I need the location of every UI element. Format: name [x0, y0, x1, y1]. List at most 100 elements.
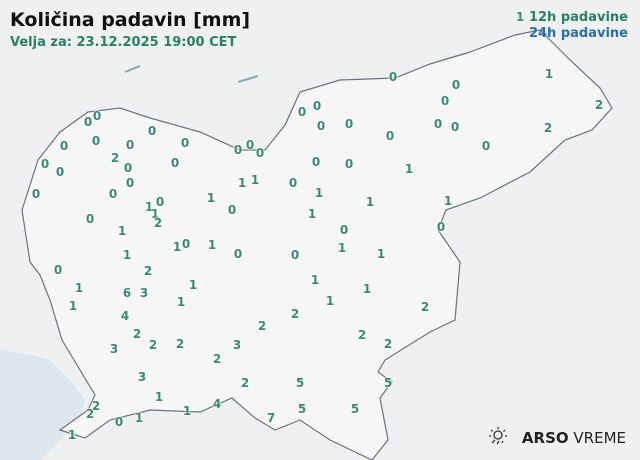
station-precip-label: 0 — [290, 248, 300, 262]
brand-light: VREME — [573, 429, 626, 447]
station-precip-label: 0 — [125, 138, 135, 152]
station-precip-label: 0 — [114, 415, 124, 429]
station-precip-label: 0 — [108, 187, 118, 201]
station-precip-label: 6 — [122, 286, 132, 300]
station-precip-label: 1 — [144, 200, 154, 214]
station-precip-label: 0 — [147, 124, 157, 138]
station-precip-label: 1 — [117, 224, 127, 238]
station-precip-label: 2 — [153, 216, 163, 230]
station-precip-label: 0 — [344, 117, 354, 131]
map-title: Količina padavin [mm] — [10, 9, 251, 31]
station-precip-label: 0 — [255, 146, 265, 160]
station-precip-label: 0 — [92, 109, 102, 123]
station-precip-label: 1 — [188, 278, 198, 292]
station-precip-label: 0 — [288, 176, 298, 190]
station-precip-label: 0 — [451, 78, 461, 92]
station-precip-label: 5 — [297, 402, 307, 416]
station-precip-label: 1 — [376, 247, 386, 261]
station-precip-label: 0 — [31, 187, 41, 201]
station-precip-label: 0 — [440, 94, 450, 108]
station-precip-label: 1 — [443, 194, 453, 208]
station-precip-label: 1 — [172, 240, 182, 254]
station-precip-label: 0 — [55, 165, 65, 179]
lake — [237, 75, 259, 83]
station-precip-label: 2 — [420, 300, 430, 314]
station-precip-label: 0 — [436, 220, 446, 234]
station-precip-label: 2 — [110, 151, 120, 165]
station-precip-label: 1 — [154, 390, 164, 404]
station-precip-label: 4 — [212, 397, 222, 411]
station-precip-label: 0 — [59, 139, 69, 153]
station-precip-label: 1 — [515, 10, 525, 24]
station-precip-label: 4 — [120, 309, 130, 323]
station-precip-label: 5 — [383, 376, 393, 390]
station-precip-label: 1 — [150, 207, 160, 221]
station-precip-label: 1 — [68, 299, 78, 313]
station-precip-label: 2 — [132, 327, 142, 341]
station-precip-label: 3 — [109, 342, 119, 356]
station-precip-label: 0 — [339, 223, 349, 237]
lake — [124, 65, 141, 73]
station-precip-label: 3 — [232, 338, 242, 352]
station-precip-label: 0 — [245, 138, 255, 152]
station-precip-label: 0 — [40, 157, 50, 171]
station-precip-label: 2 — [148, 338, 158, 352]
station-precip-label: 1 — [544, 67, 554, 81]
station-precip-label: 1 — [207, 238, 217, 252]
station-precip-label: 0 — [433, 117, 443, 131]
station-precip-label: 0 — [233, 247, 243, 261]
station-precip-label: 5 — [295, 376, 305, 390]
station-precip-label: 1 — [182, 404, 192, 418]
station-precip-label: 2 — [143, 264, 153, 278]
station-precip-label: 2 — [357, 328, 367, 342]
station-precip-label: 0 — [53, 263, 63, 277]
legend-12h: 12h padavine — [528, 10, 628, 25]
station-precip-label: 2 — [290, 307, 300, 321]
station-precip-label: 0 — [85, 212, 95, 226]
station-precip-label: 1 — [176, 295, 186, 309]
station-precip-label: 2 — [543, 121, 553, 135]
station-precip-label: 1 — [67, 428, 77, 442]
station-precip-label: 1 — [307, 207, 317, 221]
station-precip-label: 2 — [91, 399, 101, 413]
station-precip-label: 2 — [175, 337, 185, 351]
legend: 12h padavine 24h padavine — [529, 10, 628, 42]
station-precip-label: 2 — [85, 407, 95, 421]
station-precip-label: 0 — [227, 203, 237, 217]
station-precip-label: 1 — [314, 186, 324, 200]
station-precip-label: 0 — [344, 157, 354, 171]
sea — [0, 350, 85, 460]
brand-bold: ARSO — [521, 429, 569, 447]
slovenia-border — [21, 29, 613, 460]
station-precip-label: 0 — [125, 176, 135, 190]
station-precip-label: 2 — [383, 337, 393, 351]
station-precip-label: 1 — [134, 411, 144, 425]
station-precip-label: 3 — [139, 286, 149, 300]
station-precip-label: 1 — [250, 173, 260, 187]
sun-rain-icon — [488, 427, 508, 449]
station-precip-label: 1 — [206, 191, 216, 205]
station-precip-label: 2 — [240, 376, 250, 390]
station-precip-label: 7 — [266, 411, 276, 425]
station-precip-label: 0 — [311, 155, 321, 169]
station-precip-label: 0 — [450, 120, 460, 134]
station-precip-label: 0 — [312, 99, 322, 113]
station-precip-label: 1 — [310, 273, 320, 287]
station-precip-label: 1 — [404, 162, 414, 176]
legend-24h: 24h padavine — [528, 26, 628, 41]
station-precip-label: 0 — [388, 70, 398, 84]
station-precip-label: 0 — [83, 115, 93, 129]
station-precip-label: 1 — [325, 294, 335, 308]
valid-time: Velja za: 23.12.2025 19:00 CET — [10, 35, 237, 50]
station-precip-label: 2 — [594, 98, 604, 112]
arso-logo[interactable]: ARSO VREME — [488, 427, 626, 449]
station-precip-label: 0 — [233, 143, 243, 157]
station-precip-label: 0 — [316, 119, 326, 133]
station-precip-label: 0 — [123, 161, 133, 175]
station-precip-label: 3 — [137, 370, 147, 384]
station-precip-label: 1 — [362, 282, 372, 296]
station-precip-label: 0 — [181, 237, 191, 251]
station-precip-label: 1 — [365, 195, 375, 209]
station-precip-label: 5 — [350, 402, 360, 416]
